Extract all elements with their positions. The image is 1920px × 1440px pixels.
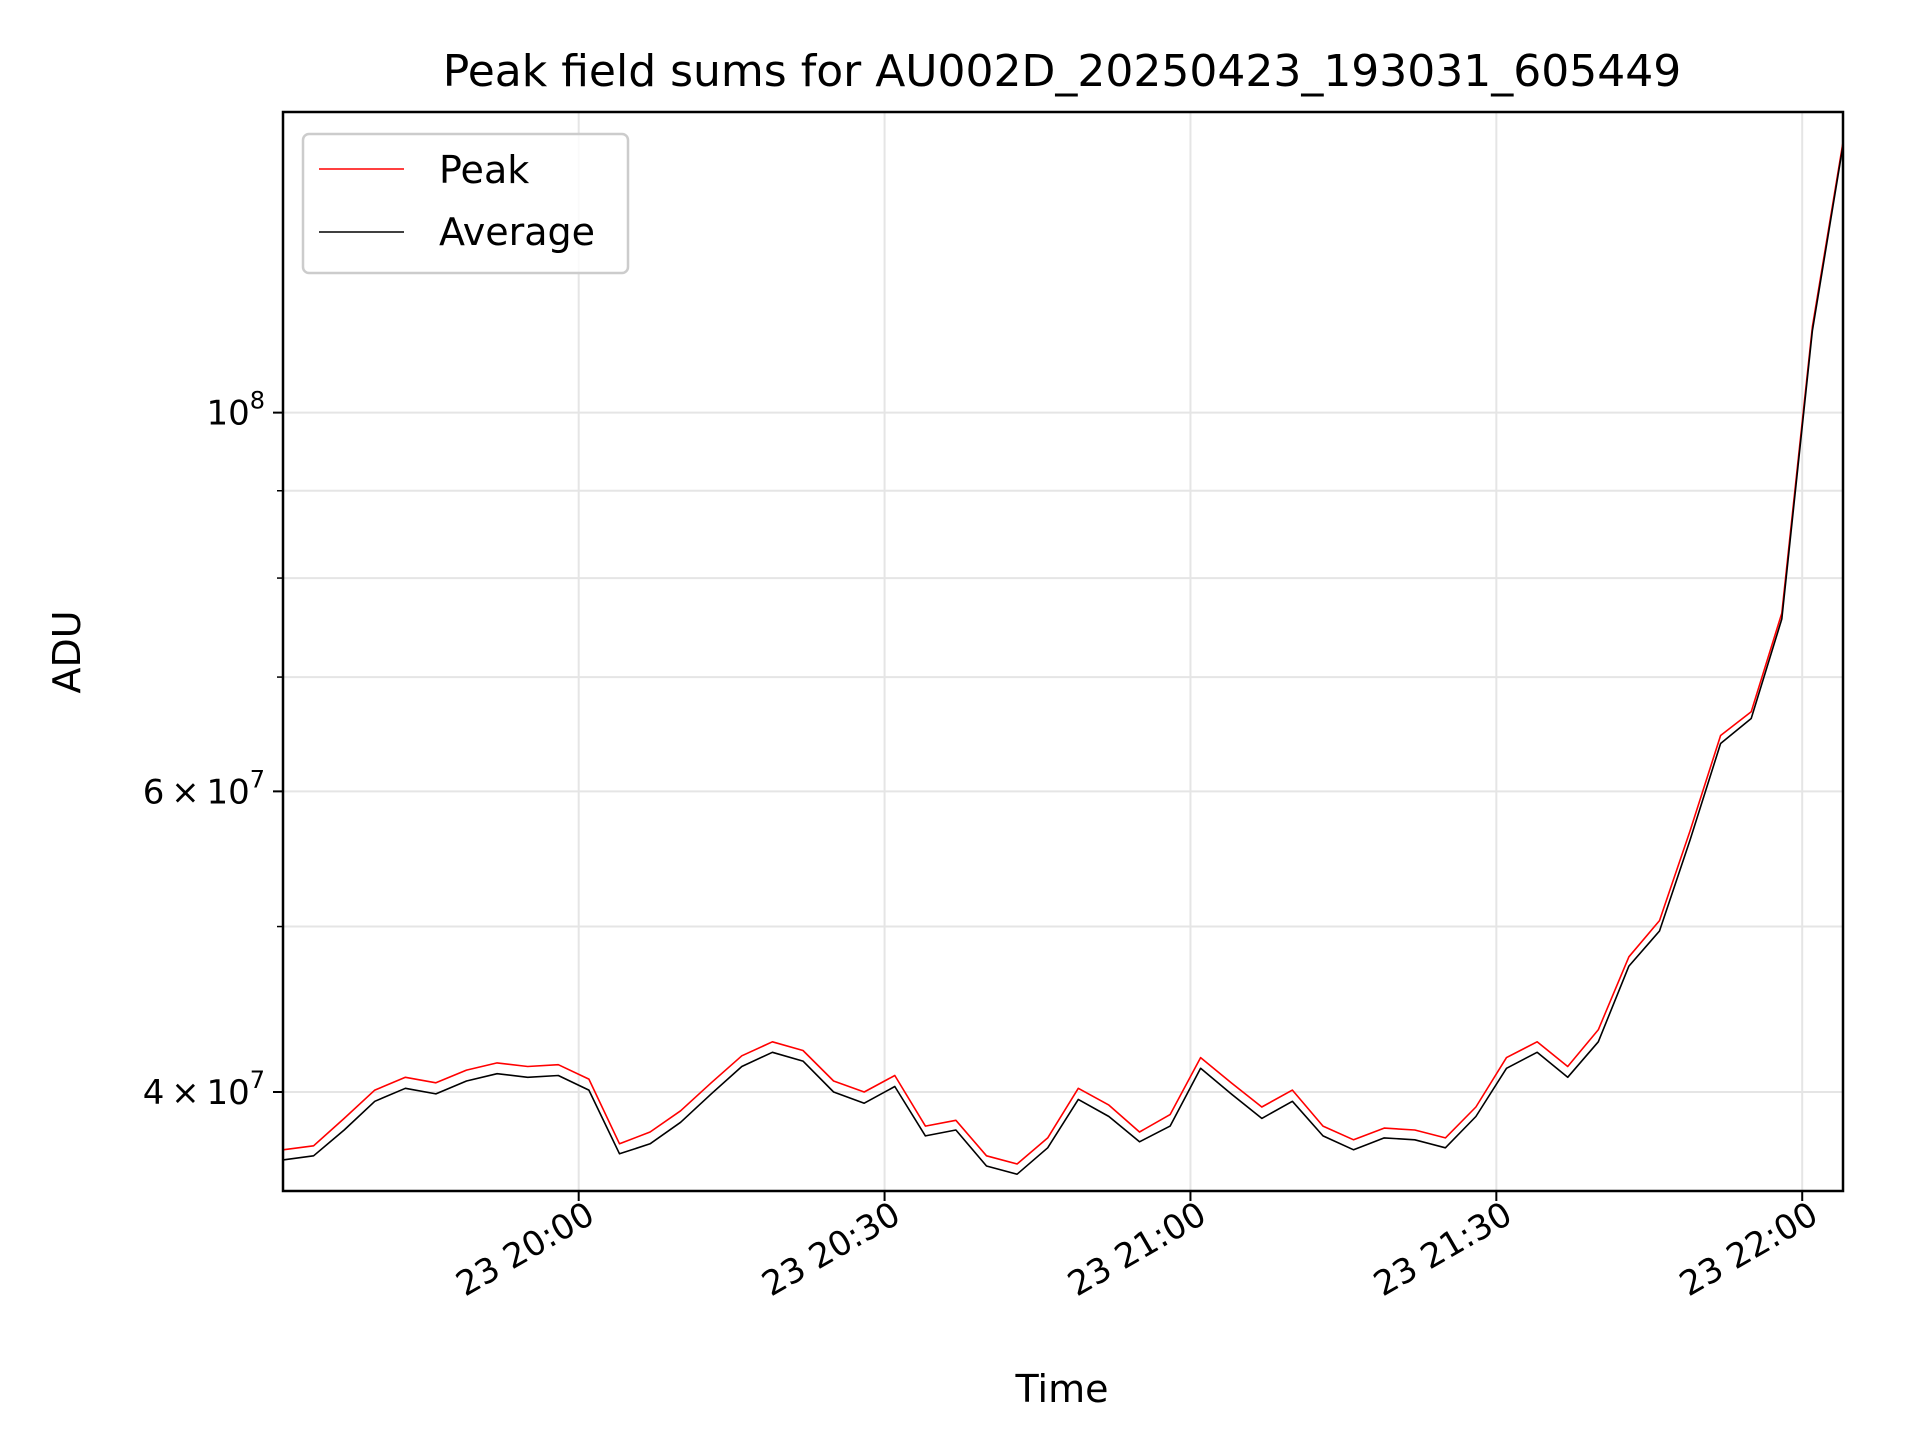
x-tick-label: 23 20:30 [755, 1194, 907, 1305]
series-line-peak [282, 142, 1844, 1165]
chart-title: Peak field sums for AU002D_20250423_1930… [443, 46, 1682, 97]
series-line-average [282, 145, 1844, 1175]
grid-layer [283, 112, 1843, 1191]
y-tick-label: 6 × 107 [143, 765, 265, 812]
x-tick-label: 23 20:00 [449, 1194, 601, 1305]
x-tick-label: 23 21:30 [1367, 1194, 1519, 1305]
x-axis-label: Time [1015, 1367, 1109, 1411]
y-axis-label: ADU [45, 610, 89, 693]
y-tick-label: 108 [206, 387, 265, 434]
x-tick-label: 23 22:00 [1673, 1194, 1825, 1305]
legend-label-peak: Peak [439, 148, 529, 192]
legend-label-average: Average [439, 210, 595, 254]
plot-frame [281, 110, 1845, 1193]
legend: Peak Average [301, 132, 630, 275]
series-layer [282, 142, 1844, 1175]
tick-layer: 23 20:00 23 20:30 23 21:00 23 21:30 23 22:00… [143, 387, 1825, 1305]
y-tick-label: 4 × 107 [143, 1066, 265, 1113]
x-tick-label: 23 21:00 [1061, 1194, 1213, 1305]
